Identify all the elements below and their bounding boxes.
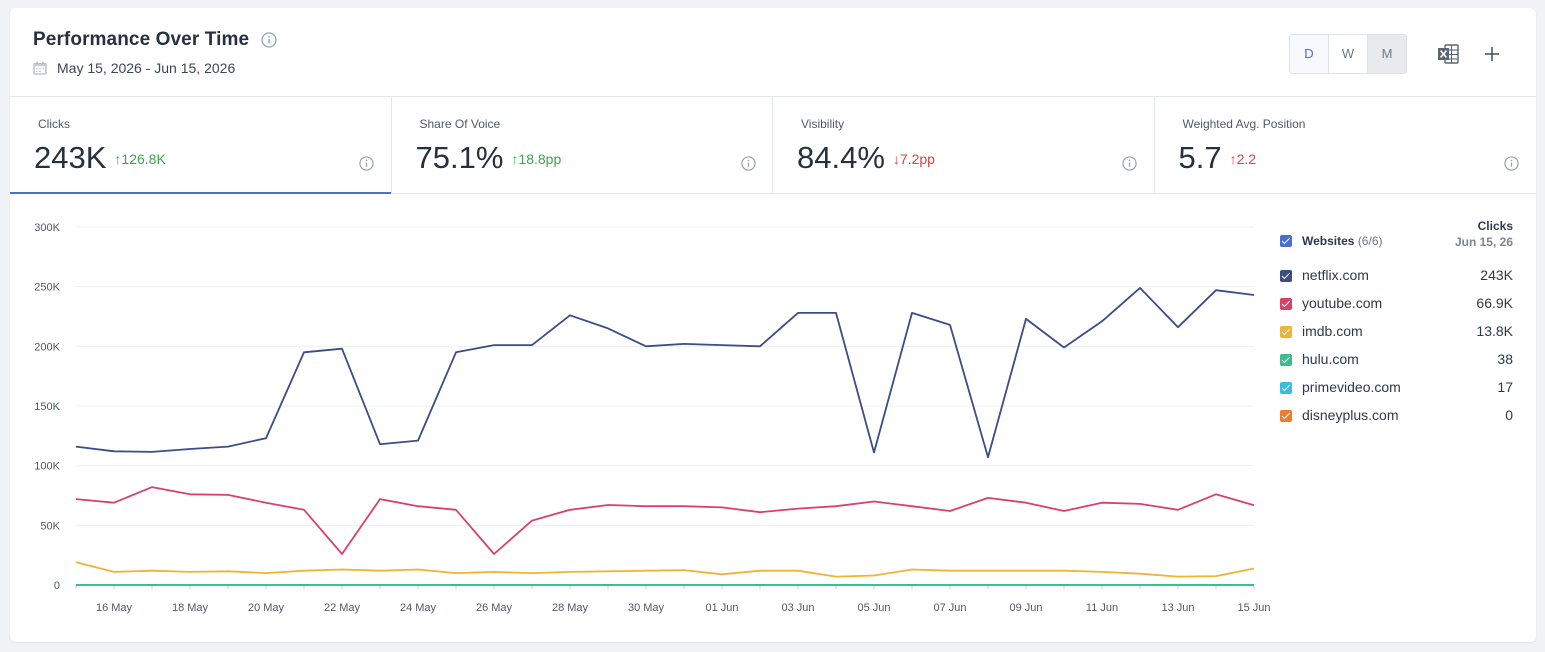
legend-series-name: youtube.com — [1302, 295, 1383, 311]
websites-select-all-checkbox[interactable] — [1280, 235, 1292, 247]
x-tick-label: 01 Jun — [705, 602, 738, 614]
granularity-day-button[interactable]: D — [1290, 35, 1329, 73]
metric-tab-clicks[interactable]: Clicks 243K ↑126.8K — [10, 97, 392, 194]
legend-item[interactable]: netflix.com 243K — [1280, 262, 1513, 290]
date-range[interactable]: May 15, 2026 - Jun 15, 2026 — [33, 60, 235, 76]
x-tick-label: 20 May — [248, 602, 285, 614]
x-tick-label: 22 May — [324, 602, 361, 614]
metric-label: Weighted Avg. Position — [1182, 117, 1306, 131]
metric-delta: ↑2.2 — [1229, 151, 1257, 167]
x-tick-label: 16 May — [96, 602, 133, 614]
x-tick-label: 26 May — [476, 602, 513, 614]
legend-series-name: primevideo.com — [1302, 379, 1401, 395]
x-tick-label: 30 May — [628, 602, 665, 614]
metric-delta: ↑18.8pp — [511, 151, 562, 167]
y-tick-label: 0 — [54, 580, 60, 592]
metric-label: Visibility — [801, 117, 845, 131]
metric-label: Clicks — [38, 117, 70, 131]
legend-column-title: Clicks — [1477, 219, 1513, 233]
info-icon[interactable] — [740, 156, 756, 171]
date-range-text: May 15, 2026 - Jun 15, 2026 — [57, 60, 236, 76]
metric-label: Share Of Voice — [419, 117, 501, 131]
legend-series-name: disneyplus.com — [1302, 407, 1399, 423]
legend-column-date: Jun 15, 26 — [1454, 235, 1513, 249]
granularity-toggle: D W M — [1289, 34, 1407, 74]
legend-checkbox[interactable] — [1280, 354, 1292, 366]
granularity-week-button[interactable]: W — [1329, 35, 1368, 73]
series-line-youtube-com — [75, 486, 1255, 555]
metric-tab-share-of-voice[interactable]: Share Of Voice 75.1% ↑18.8pp — [392, 97, 773, 193]
legend-series-value: 17 — [1497, 379, 1513, 395]
y-tick-label: 50K — [40, 520, 60, 532]
x-tick-label: 24 May — [400, 602, 437, 614]
metric-tab-visibility[interactable]: Visibility 84.4% ↓7.2pp — [773, 97, 1155, 193]
metric-delta: ↑126.8K — [114, 151, 166, 167]
legend-checkbox[interactable] — [1280, 326, 1292, 338]
granularity-month-button[interactable]: M — [1368, 35, 1406, 73]
page-title: Performance Over Time — [33, 29, 250, 50]
y-tick-label: 200K — [34, 341, 60, 353]
x-tick-label: 09 Jun — [1009, 602, 1042, 614]
metric-delta: ↓7.2pp — [892, 151, 935, 167]
legend-series-value: 13.8K — [1476, 323, 1513, 339]
chart-legend: Websites (6/6) Clicks Jun 15, 26 netflix… — [1280, 216, 1513, 430]
y-tick-label: 100K — [34, 461, 60, 473]
metric-value: 5.7 — [1178, 140, 1222, 175]
legend-series-value: 38 — [1497, 351, 1513, 367]
metric-tab-weighted-avg-position[interactable]: Weighted Avg. Position 5.7 ↑2.2 — [1155, 97, 1537, 193]
info-icon[interactable] — [1122, 156, 1137, 171]
legend-item[interactable]: primevideo.com 17 — [1280, 374, 1513, 402]
x-tick-label: 13 Jun — [1161, 602, 1194, 614]
x-tick-label: 03 Jun — [781, 602, 814, 614]
x-tick-label: 18 May — [172, 602, 209, 614]
clicks-line-chart[interactable]: 0 50K 100K 150K 200K 250K 300K 16 May 18 May 20 M… — [10, 192, 1270, 632]
performance-card: Performance Over Time May 15, 2026 - Jun… — [10, 8, 1536, 642]
y-tick-label: 150K — [34, 401, 60, 413]
y-tick-label: 250K — [34, 282, 60, 294]
info-icon[interactable] — [1503, 156, 1519, 171]
legend-item[interactable]: youtube.com 66.9K — [1280, 290, 1513, 318]
legend-item[interactable]: hulu.com 38 — [1280, 346, 1513, 374]
legend-group-label: Websites — [1302, 234, 1355, 248]
excel-export-icon[interactable] — [1437, 43, 1459, 65]
legend-item[interactable]: disneyplus.com 0 — [1280, 402, 1513, 430]
add-icon[interactable] — [1483, 45, 1501, 63]
legend-checkbox[interactable] — [1280, 382, 1292, 394]
x-tick-label: 15 Jun — [1237, 602, 1270, 614]
metric-value: 84.4% — [797, 140, 885, 175]
legend-checkbox[interactable] — [1280, 410, 1292, 422]
legend-group-count: (6/6) — [1357, 234, 1383, 248]
info-icon[interactable] — [359, 156, 374, 171]
metric-value: 75.1% — [415, 140, 504, 175]
y-tick-label: 300K — [34, 222, 60, 234]
legend-series-name: netflix.com — [1302, 267, 1369, 283]
series-line-netflix-com — [75, 287, 1255, 459]
legend-series-value: 0 — [1505, 407, 1513, 423]
x-tick-label: 28 May — [552, 602, 589, 614]
info-icon[interactable] — [261, 32, 277, 48]
legend-series-name: hulu.com — [1302, 351, 1359, 367]
x-tick-label: 11 Jun — [1086, 602, 1118, 614]
series-line-imdb-com — [75, 561, 1255, 578]
legend-series-name: imdb.com — [1302, 323, 1363, 339]
legend-checkbox[interactable] — [1280, 298, 1292, 310]
legend-series-value: 243K — [1480, 267, 1513, 283]
metric-value: 243K — [34, 140, 107, 175]
x-tick-label: 05 Jun — [857, 602, 890, 614]
legend-series-value: 66.9K — [1476, 295, 1513, 311]
calendar-icon — [33, 61, 47, 75]
metrics-tabs: Clicks 243K ↑126.8K Share Of Voice 75.1% ↑… — [10, 96, 1536, 194]
x-tick-label: 07 Jun — [933, 602, 966, 614]
legend-checkbox[interactable] — [1280, 270, 1292, 282]
legend-item[interactable]: imdb.com 13.8K — [1280, 318, 1513, 346]
